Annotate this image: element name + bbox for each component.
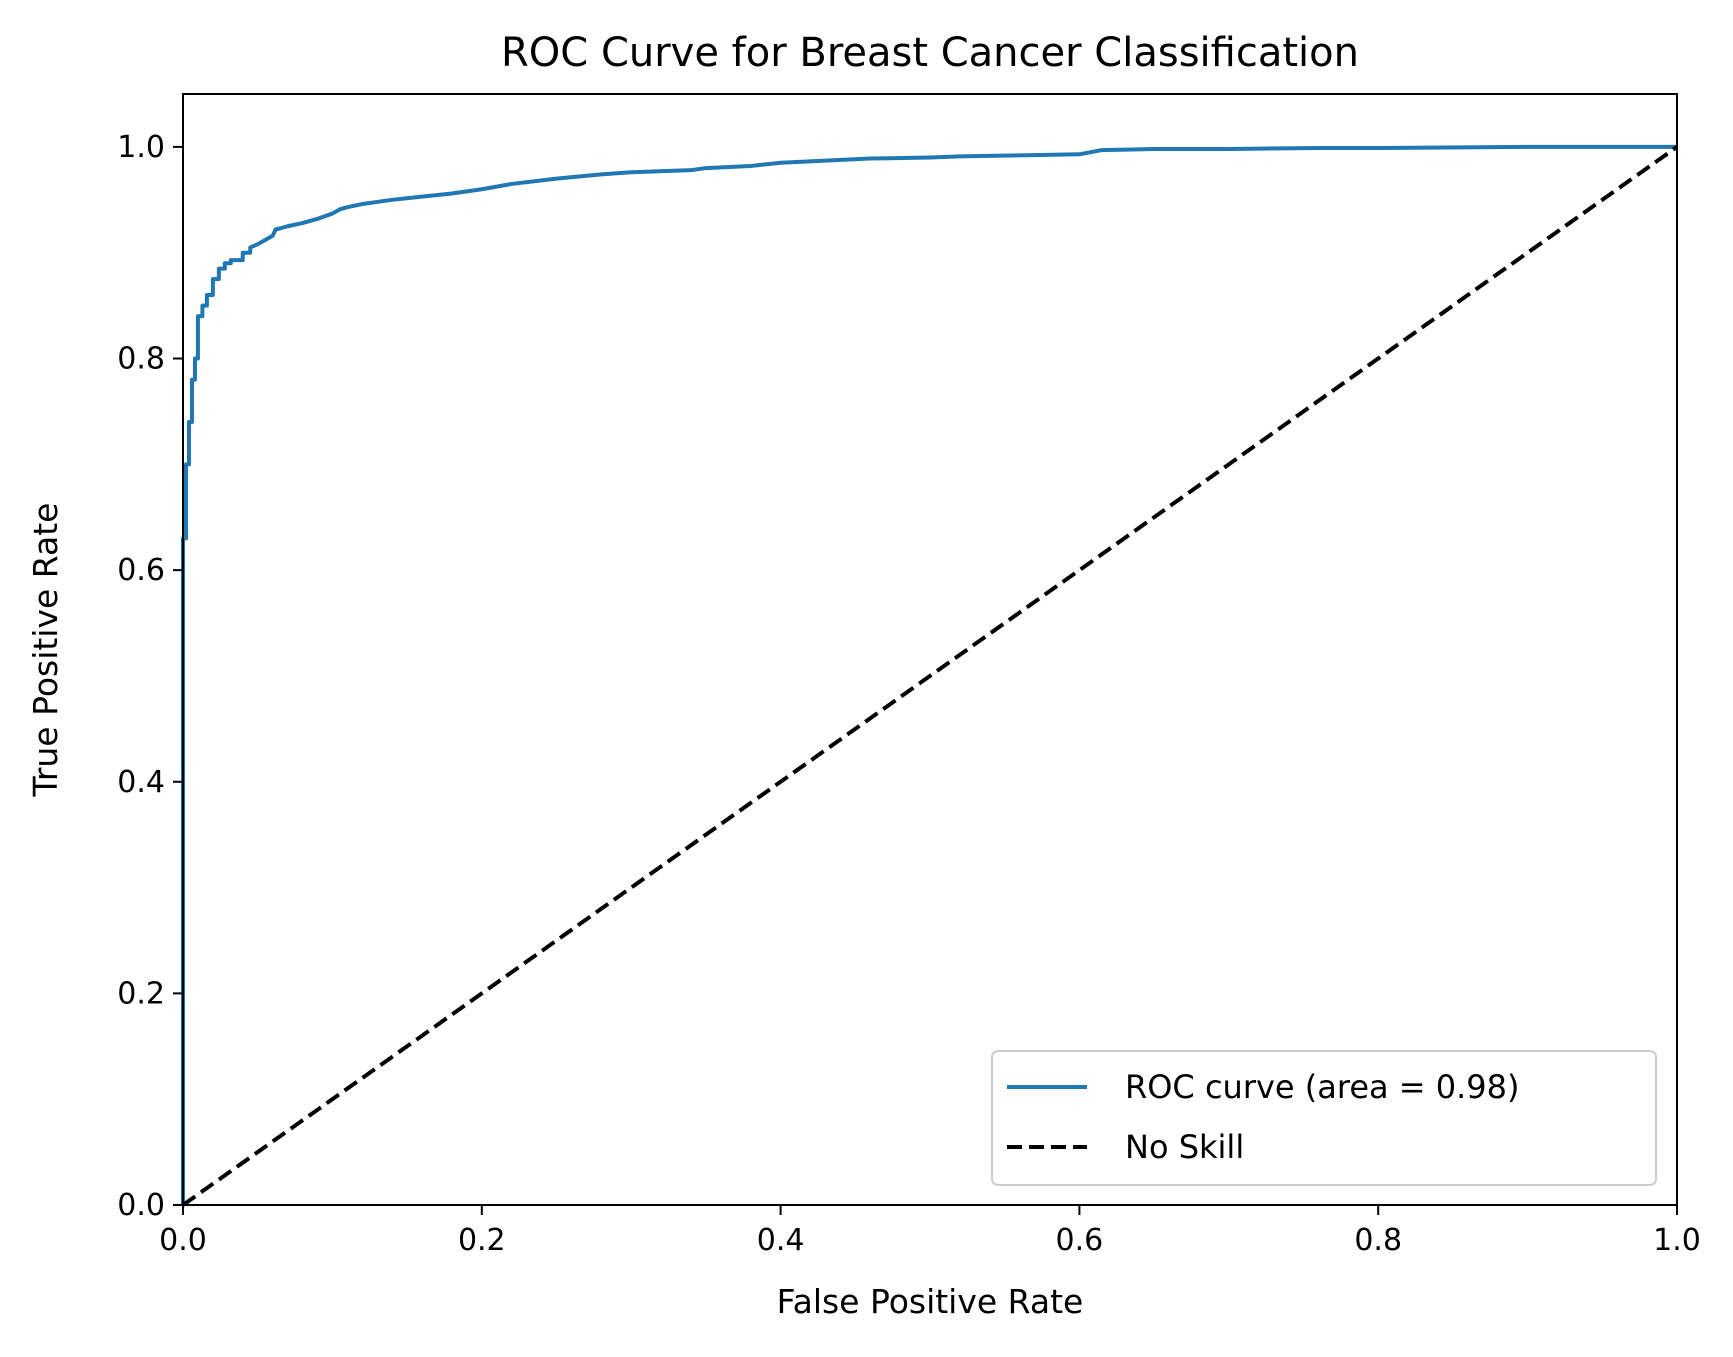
y-tick-label: 0.4 (117, 765, 165, 800)
legend: ROC curve (area = 0.98) No Skill (991, 1050, 1657, 1186)
x-tick-label: 0.6 (1056, 1223, 1104, 1258)
plot-frame (182, 93, 1678, 1206)
ticks: 0.0 0.2 0.4 0.6 0.8 1.0 0.0 0.2 0.4 0.6 0.8 1.0 (117, 130, 1701, 1258)
y-axis-title: True Positive Rate (26, 503, 65, 798)
chart-title: ROC Curve for Breast Cancer Classificati… (501, 30, 1359, 76)
legend-label: ROC curve (area = 0.98) (1125, 1068, 1520, 1106)
x-tick-label: 0.8 (1354, 1223, 1402, 1258)
legend-label: No Skill (1125, 1128, 1244, 1166)
y-tick-label: 1.0 (117, 130, 165, 165)
series-line-no-skill (181, 145, 1679, 1207)
x-tick-label: 0.0 (159, 1223, 207, 1258)
series-line-roc-curve (181, 144, 1677, 1205)
y-tick-label: 0.2 (117, 976, 165, 1011)
x-axis-title: False Positive Rate (777, 1282, 1084, 1321)
x-tick-label: 1.0 (1653, 1223, 1701, 1258)
y-tick-label: 0.8 (117, 342, 165, 377)
legend-box (991, 1050, 1657, 1186)
plot-series (181, 144, 1679, 1207)
x-tick-label: 0.2 (458, 1223, 506, 1258)
y-tick-label: 0.0 (117, 1188, 165, 1223)
y-tick-label: 0.6 (117, 553, 165, 588)
x-tick-label: 0.4 (757, 1223, 805, 1258)
